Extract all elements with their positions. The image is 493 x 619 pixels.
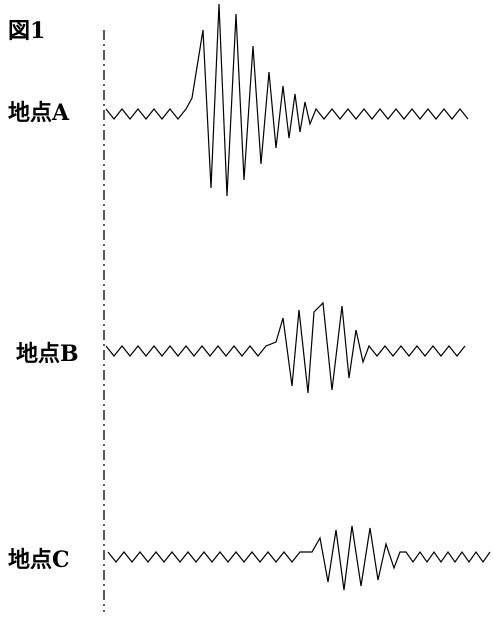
station-b-label: 地点B — [16, 341, 79, 367]
figure-label: 図1 — [8, 18, 45, 44]
waveform-station-c — [107, 525, 491, 591]
waveform-station-b — [105, 301, 466, 394]
station-a-label: 地点A — [8, 100, 70, 126]
waveform-station-a — [105, 3, 469, 197]
station-c-label: 地点C — [8, 547, 70, 573]
